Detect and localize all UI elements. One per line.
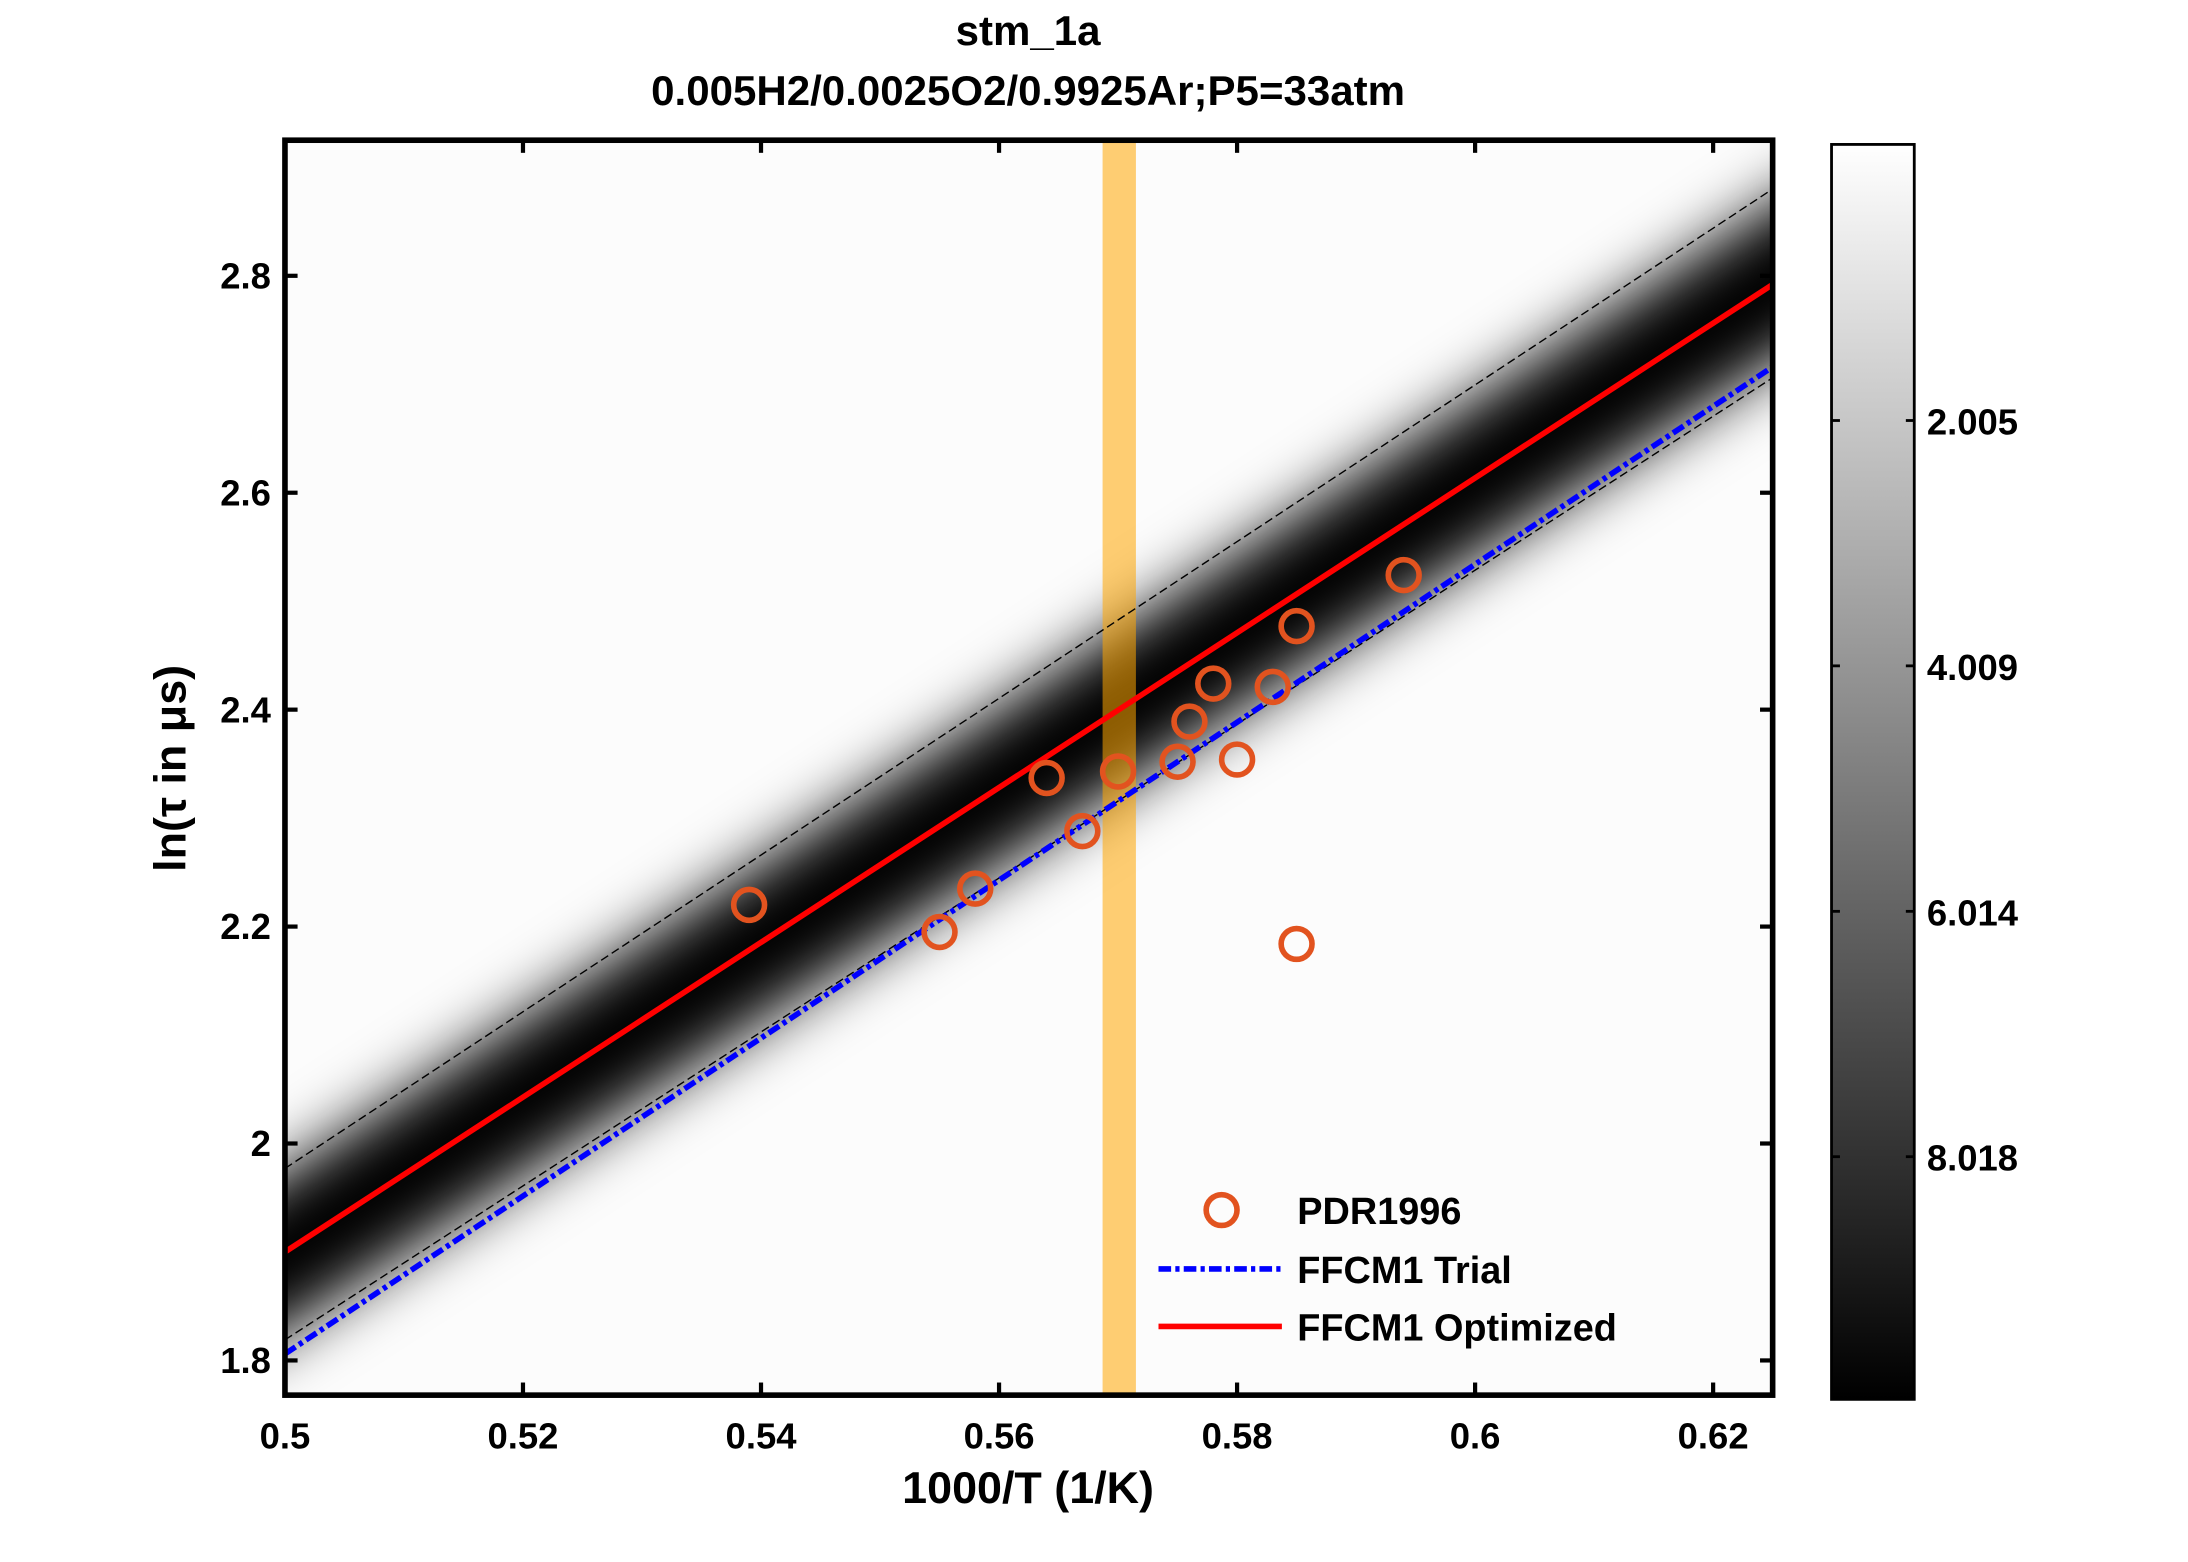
y-tick-label: 2.6 xyxy=(220,472,271,513)
colorbar xyxy=(1830,143,1916,1401)
series-line-ffcm1-trial xyxy=(284,364,1773,1357)
x-tick-label: 0.52 xyxy=(488,1415,559,1456)
data-point xyxy=(1254,668,1292,706)
x-tick-label: 0.56 xyxy=(964,1415,1035,1456)
data-point xyxy=(921,913,958,951)
data-point xyxy=(1159,743,1196,780)
series-line-ffcm1-optimized xyxy=(284,282,1773,1255)
data-point xyxy=(1028,759,1065,797)
data-point xyxy=(957,870,994,907)
y-tick-label: 2.8 xyxy=(220,255,271,296)
legend: PDR1996 FFCM1 Trial FFCM1 Optimized xyxy=(1158,1191,1617,1349)
x-tick-label: 0.6 xyxy=(1450,1415,1501,1456)
y-tick-label: 2.4 xyxy=(220,689,271,730)
y-axis-label: ln(τ in μs) xyxy=(144,665,195,872)
y-tick-label: 1.8 xyxy=(220,1340,271,1381)
y-tick-label: 2 xyxy=(251,1123,271,1164)
data-point xyxy=(1278,925,1315,963)
uncertainty-bound-upper xyxy=(284,188,1773,1170)
legend-label: PDR1996 xyxy=(1297,1191,1461,1233)
x-tick-label: 0.62 xyxy=(1678,1415,1749,1456)
data-point xyxy=(730,886,768,924)
chart-title: stm_1a xyxy=(956,7,1102,54)
data-point xyxy=(1218,741,1256,778)
legend-marker-pdr1996 xyxy=(1203,1191,1240,1229)
data-point xyxy=(1278,607,1315,645)
colorbar-tick-label: 4.009 xyxy=(1927,647,2018,688)
data-point xyxy=(1099,753,1137,790)
colorbar-tick-label: 8.018 xyxy=(1927,1138,2018,1179)
x-tick-label: 0.54 xyxy=(726,1415,798,1456)
x-tick-label: 0.5 xyxy=(260,1415,311,1456)
legend-label: FFCM1 Trial xyxy=(1297,1250,1511,1292)
data-point xyxy=(1171,703,1208,740)
legend-label: FFCM1 Optimized xyxy=(1297,1307,1617,1349)
data-point xyxy=(1195,665,1232,702)
colorbar-tick-label: 2.005 xyxy=(1927,402,2018,443)
data-point xyxy=(1064,812,1101,850)
chart-subtitle: 0.005H2/0.0025O2/0.9925Ar;P5=33atm xyxy=(651,67,1405,114)
x-axis-label: 1000/T (1/K) xyxy=(902,1462,1154,1513)
y-tick-label: 2.2 xyxy=(220,906,271,947)
colorbar-tick-label: 6.014 xyxy=(1927,892,2019,933)
data-point xyxy=(1385,556,1422,594)
x-tick-label: 0.58 xyxy=(1202,1415,1273,1456)
axes-frame xyxy=(282,137,1776,1398)
